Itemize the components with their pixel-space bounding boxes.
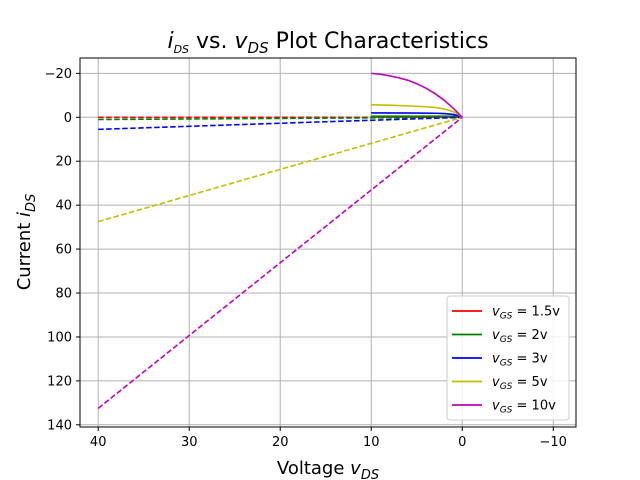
- legend-box: [446, 295, 570, 421]
- y-tick-label: 20: [55, 155, 72, 170]
- legend-label-sub: GS: [500, 335, 513, 345]
- x-tick-label: −10: [540, 435, 567, 450]
- legend-label-value: = 2v: [512, 328, 547, 343]
- legend-label-value: = 3v: [512, 352, 547, 367]
- title-i-sub: DS: [174, 43, 189, 56]
- series-line-dashed-3: [97, 116, 463, 223]
- title-mid: vs.: [189, 29, 234, 54]
- x-tick-label: 0: [458, 435, 466, 450]
- x-tick-label: 10: [363, 435, 380, 450]
- legend-label-value: = 1.5v: [512, 305, 560, 320]
- legend-label-sym: v: [492, 375, 500, 390]
- legend-label-0: vGS = 1.5v: [492, 305, 560, 322]
- x-axis-title: Voltage vDS: [277, 458, 379, 480]
- legend-label-value: = 10v: [512, 399, 556, 414]
- y-tick-label: 140: [47, 418, 72, 433]
- y-tick-label: 120: [47, 374, 72, 389]
- legend-label-value: = 5v: [512, 375, 547, 390]
- series-line-solid-4: [371, 72, 463, 118]
- y-tick-label: 100: [47, 330, 72, 345]
- xlabel-text: Voltage: [277, 458, 350, 479]
- ylabel-text: Current: [14, 217, 35, 290]
- legend-label-sub: GS: [500, 382, 513, 392]
- title-v: v: [235, 29, 249, 54]
- series-layer: [97, 72, 463, 409]
- y-tick-label: −20: [45, 67, 72, 82]
- xlabel-sub: DS: [361, 468, 379, 480]
- legend-label-sym: v: [492, 328, 500, 343]
- y-tick-label: 80: [55, 287, 72, 302]
- legend-label-sym: v: [492, 399, 500, 414]
- series-line-dashed-2: [98, 116, 463, 131]
- xlabel-sym: v: [350, 458, 361, 479]
- series-line-dashed-1: [98, 116, 463, 121]
- legend-label-sym: v: [492, 305, 500, 320]
- ylabel-sub: DS: [24, 194, 39, 212]
- title-rest: Plot Characteristics: [269, 29, 489, 54]
- legend-label-2: vGS = 3v: [492, 352, 548, 369]
- plot-frame: [79, 57, 577, 428]
- legend-label-1: vGS = 2v: [492, 328, 548, 345]
- title-v-sub: DS: [248, 39, 270, 57]
- legend-label-sub: GS: [500, 406, 513, 416]
- series-line-solid-2: [371, 112, 463, 119]
- chart-title: iDS vs. vDS Plot Characteristics: [167, 29, 488, 57]
- legend-label-sub: GS: [500, 312, 513, 322]
- legend-label-sub: GS: [500, 359, 513, 369]
- y-tick-label: 40: [55, 199, 72, 214]
- legend-label-3: vGS = 5v: [492, 375, 548, 392]
- y-tick-label: 0: [64, 111, 72, 126]
- y-tick-label: 60: [55, 243, 72, 258]
- title-i: i: [167, 29, 173, 54]
- x-tick-label: 40: [90, 435, 107, 450]
- x-tick-label: 20: [272, 435, 289, 450]
- ylabel-sym: i: [14, 212, 35, 217]
- x-tick-label: 30: [181, 435, 198, 450]
- y-axis-title: Current iDS: [14, 194, 39, 291]
- series-line-solid-3: [371, 103, 463, 118]
- legend-label-sym: v: [492, 352, 500, 367]
- legend-label-4: vGS = 10v: [492, 399, 556, 416]
- series-line-dashed-4: [97, 116, 463, 409]
